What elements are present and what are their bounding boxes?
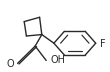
Text: O: O (7, 59, 14, 69)
Text: OH: OH (51, 55, 66, 65)
Text: F: F (100, 39, 105, 49)
